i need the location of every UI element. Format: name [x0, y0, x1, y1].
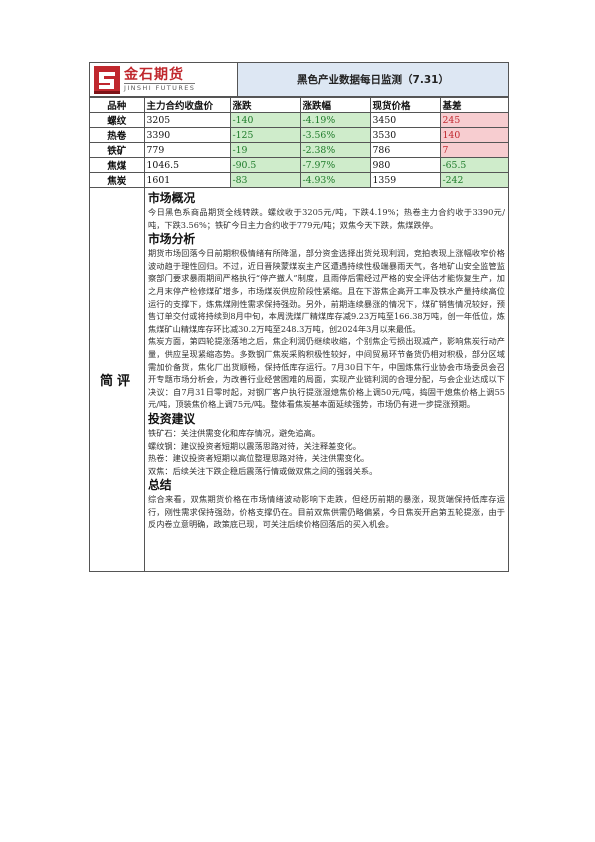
logo-mark-icon — [94, 65, 120, 94]
header-change: 涨跌 — [229, 97, 301, 113]
basis-cell: -242 — [439, 172, 508, 188]
close-cell: 3390 — [143, 127, 231, 143]
close-cell: 779 — [143, 142, 231, 158]
spot-cell: 3450 — [369, 112, 441, 128]
variety-cell: 热卷 — [90, 127, 145, 143]
header-variety: 品种 — [90, 97, 145, 113]
section-title: 市场分析 — [148, 232, 196, 247]
company-logo: 金石期货 JINSHI FUTURES — [90, 63, 238, 96]
section-title: 投资建议 — [148, 411, 196, 426]
section-paragraph: 铁矿石：关注供需变化和库存情况，避免追高。 — [148, 427, 320, 438]
report-title: 黑色产业数据每日监测（7.31） — [238, 63, 508, 96]
comment-section: 简评 市场概况今日黑色系商品期货全线转跌。螺纹收于3205元/吨，下跌4.19%… — [90, 188, 508, 573]
table-row: 热卷 3390 -125 -3.56% 3530 140 — [90, 127, 508, 143]
variety-cell: 焦炭 — [90, 172, 145, 188]
header-spot: 现货价格 — [369, 97, 441, 113]
variety-cell: 焦煤 — [90, 157, 145, 173]
close-cell: 1601 — [143, 172, 231, 188]
spot-cell: 1359 — [369, 172, 441, 188]
section-title: 市场概况 — [148, 191, 196, 205]
change-cell: -140 — [229, 112, 301, 128]
basis-cell: 140 — [439, 127, 508, 143]
change-cell: -83 — [229, 172, 301, 188]
pct-cell: -2.38% — [299, 142, 371, 158]
price-table: 品种 主力合约收盘价 涨跌 涨跌幅 现货价格 基差 螺纹 3205 -140 -4.1… — [90, 97, 508, 188]
variety-cell: 铁矿 — [90, 142, 145, 158]
change-cell: -125 — [229, 127, 301, 143]
table-row: 铁矿 779 -19 -2.38% 786 7 — [90, 142, 508, 158]
close-cell: 3205 — [143, 112, 231, 128]
section-paragraph: 双焦：后续关注下跌企稳后震荡行情或做双焦之间的强弱关系。 — [148, 465, 378, 476]
basis-cell: 7 — [439, 142, 508, 158]
report-frame: 金石期货 JINSHI FUTURES 黑色产业数据每日监测（7.31） 品种 … — [89, 62, 509, 573]
change-cell: -19 — [229, 142, 301, 158]
pct-cell: -4.93% — [299, 172, 371, 188]
section-paragraph: 焦炭方面，第四轮提涨落地之后，焦企利润仍继续收缩，个别焦企亏损出现减产，影响焦炭… — [148, 336, 505, 410]
logo-cn-text: 金石期货 — [124, 67, 184, 83]
spot-cell: 3530 — [369, 127, 441, 143]
logo-en-text: JINSHI FUTURES — [124, 83, 196, 92]
section-title: 总结 — [148, 478, 172, 493]
pct-cell: -7.97% — [299, 157, 371, 173]
header-close: 主力合约收盘价 — [143, 97, 231, 113]
section-paragraph: 热卷：建议投资者短期以高位整理思路对待，关注供需变化。 — [148, 453, 370, 464]
change-cell: -90.5 — [229, 157, 301, 173]
header-basis: 基差 — [439, 97, 508, 113]
pct-cell: -4.19% — [299, 112, 371, 128]
table-row: 焦煤 1046.5 -90.5 -7.97% 980 -65.5 — [90, 157, 508, 173]
close-cell: 1046.5 — [143, 157, 231, 173]
comment-body: 市场概况今日黑色系商品期货全线转跌。螺纹收于3205元/吨，下跌4.19%；热卷… — [145, 188, 508, 571]
header-pct: 涨跌幅 — [299, 97, 371, 113]
spot-cell: 786 — [369, 142, 441, 158]
table-header-row: 品种 主力合约收盘价 涨跌 涨跌幅 现货价格 基差 — [90, 97, 508, 113]
pct-cell: -3.56% — [299, 127, 371, 143]
comment-label: 简评 — [90, 188, 145, 572]
section-paragraph: 期货市场回落今日前期积极情绪有所降温，部分资金选择出货兑现利润，竞拍表现上涨幅收… — [148, 248, 505, 334]
variety-cell: 螺纹 — [90, 112, 145, 128]
report-header: 金石期货 JINSHI FUTURES 黑色产业数据每日监测（7.31） — [90, 63, 508, 97]
table-row: 螺纹 3205 -140 -4.19% 3450 245 — [90, 112, 508, 128]
section-paragraph: 螺纹钢：建议投资者短期以震荡思路对待，关注释差变化。 — [148, 440, 361, 451]
basis-cell: -65.5 — [439, 157, 508, 173]
spot-cell: 980 — [369, 157, 441, 173]
basis-cell: 245 — [439, 112, 508, 128]
table-row: 焦炭 1601 -83 -4.93% 1359 -242 — [90, 172, 508, 188]
section-paragraph: 综合来看，双焦期货价格在市场情绪波动影响下走跌，但经历前期的暴涨，现货端保持低库… — [148, 494, 505, 530]
section-paragraph: 今日黑色系商品期货全线转跌。螺纹收于3205元/吨，下跌4.19%；热卷主力合约… — [148, 207, 505, 230]
